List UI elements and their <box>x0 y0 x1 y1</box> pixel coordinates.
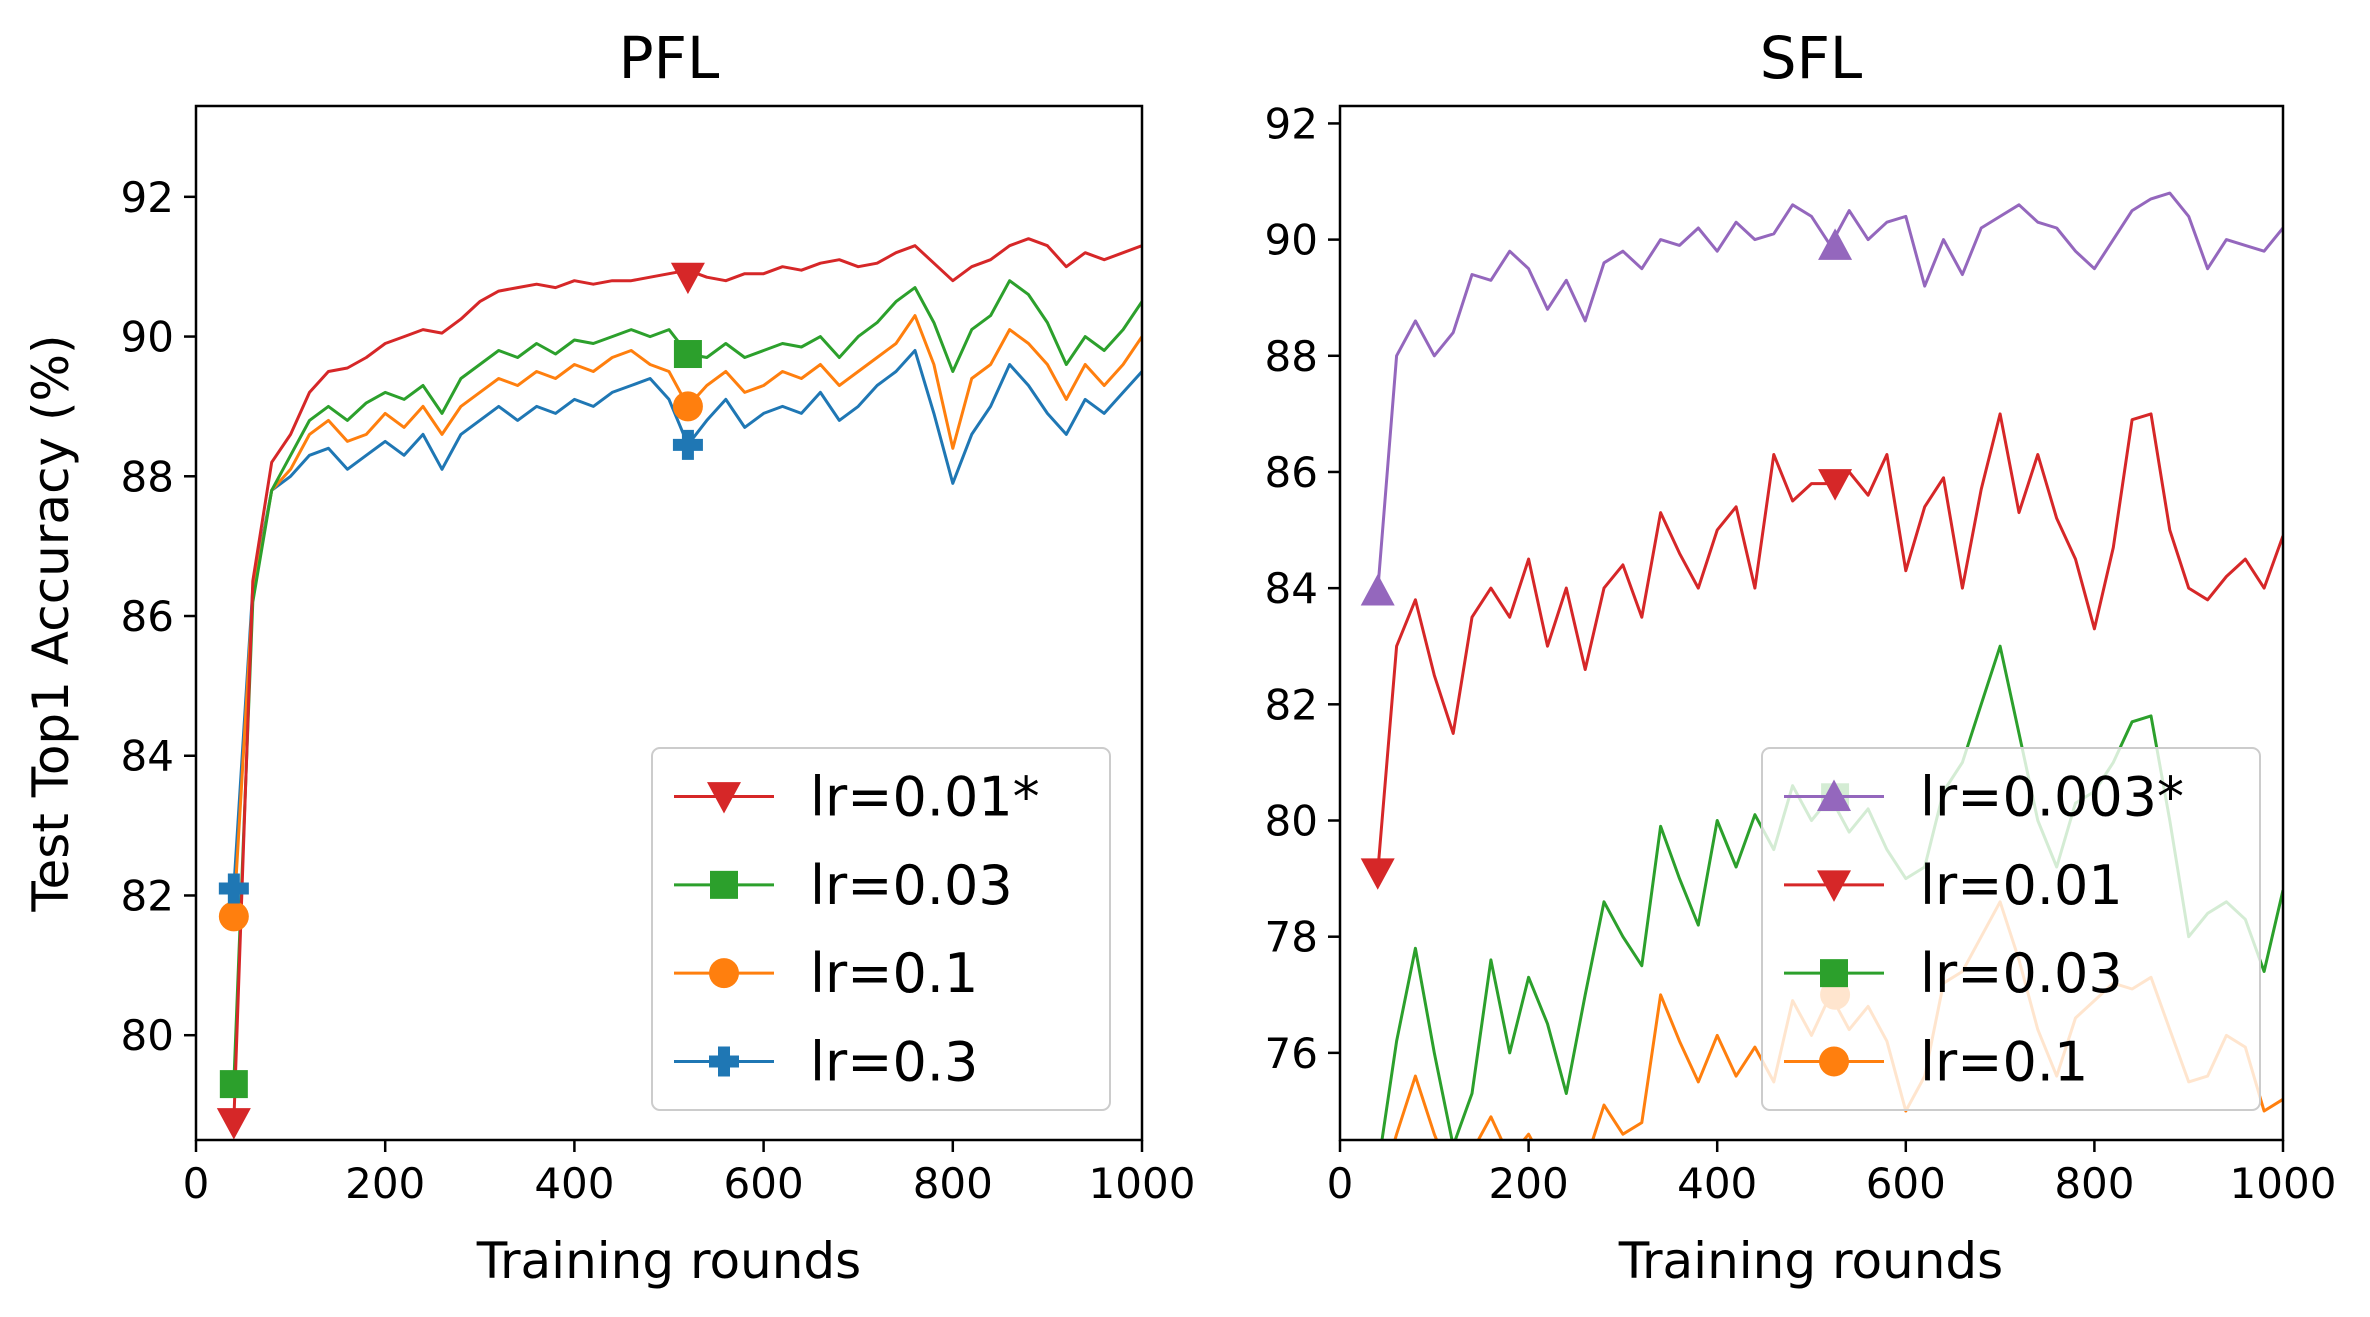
pfl-legend-label: lr=0.3 <box>810 1030 978 1093</box>
pfl-y-tick-label: 84 <box>121 732 174 781</box>
sfl-legend-label: lr=0.1 <box>1920 1030 2088 1093</box>
pfl-y-tick-label: 80 <box>121 1011 174 1060</box>
pfl-plot-area <box>216 237 1142 1140</box>
sfl-data-point <box>1818 228 1853 260</box>
pfl-legend-marker <box>707 782 741 814</box>
sfl-data-point <box>1360 574 1395 606</box>
pfl-legend-marker <box>710 870 738 899</box>
sfl-data-point <box>1360 858 1395 890</box>
sfl-x-axis-label: Training rounds <box>1618 1232 2003 1290</box>
pfl-legend-marker <box>709 958 739 989</box>
sfl-y-tick-label: 92 <box>1265 99 1318 148</box>
pfl-data-point <box>219 1070 248 1099</box>
pfl-y-tick-label: 82 <box>121 871 174 920</box>
pfl-legend-label: lr=0.1 <box>810 942 978 1005</box>
pfl-series-markers <box>216 262 705 1140</box>
pfl-y-axis-label: Test Top1 Accuracy (%) <box>22 334 80 912</box>
pfl-y-tick-label: 86 <box>121 592 174 641</box>
pfl-data-point <box>672 429 703 460</box>
sfl-x-tick-label: 800 <box>2054 1159 2134 1208</box>
sfl-x-tick-label: 0 <box>1327 1159 1354 1208</box>
pfl-y-tick-label: 90 <box>121 313 174 362</box>
sfl-x-tick-label: 200 <box>1489 1159 1569 1208</box>
pfl-y-tick-label: 92 <box>121 173 174 222</box>
pfl-x-ticks: 0 200 400 600 800 1000 <box>183 1140 1196 1208</box>
pfl-x-tick-label: 400 <box>534 1159 614 1208</box>
sfl-x-tick-label: 600 <box>1866 1159 1946 1208</box>
pfl-data-point <box>218 873 249 904</box>
pfl-chart-title: PFL <box>619 24 720 92</box>
pfl-legend-box <box>651 747 1111 1111</box>
pfl-x-tick-label: 0 <box>183 1159 210 1208</box>
sfl-y-tick-label: 84 <box>1265 564 1318 613</box>
pfl-x-tick-label: 800 <box>913 1159 993 1208</box>
sfl-x-ticks: 0 200 400 600 800 1000 <box>1327 1140 2337 1208</box>
sfl-y-tick-label: 78 <box>1265 913 1318 962</box>
pfl-data-point <box>216 1108 251 1140</box>
sfl-legend-label: lr=0.03 <box>1920 942 2123 1005</box>
sfl-y-tick-label: 80 <box>1265 797 1318 846</box>
pfl-y-ticks: 80 82 84 86 88 90 92 <box>121 173 196 1060</box>
pfl-axes-frame <box>194 104 1144 1142</box>
sfl-legend-marker <box>1817 779 1851 812</box>
sfl-legend-label: lr=0.01 <box>1920 854 2123 917</box>
sfl-legend-marker <box>1817 870 1851 902</box>
pfl-data-point <box>673 340 702 369</box>
sfl-legend: lr=0.003* lr=0.01 lr=0.03 lr=0.1 <box>1761 747 2261 1111</box>
pfl-legend-marker <box>709 1046 739 1077</box>
sfl-x-tick-label: 1000 <box>2230 1159 2337 1208</box>
sfl-axes-frame <box>1338 104 2285 1142</box>
sfl-legend-marker <box>1819 1046 1849 1077</box>
pfl-x-tick-label: 600 <box>724 1159 804 1208</box>
sfl-legend-label: lr=0.003* <box>1920 766 2184 829</box>
sfl-y-tick-label: 90 <box>1265 216 1318 265</box>
sfl-y-tick-label: 82 <box>1265 680 1318 729</box>
sfl-legend-box <box>1761 747 2261 1111</box>
sfl-chart: SFL 0 200 400 600 800 1000 76 78 80 82 84 86 88 90 92… <box>1265 24 2337 1290</box>
sfl-legend-marker <box>1820 959 1848 988</box>
pfl-chart: PFL 0 200 400 600 800 1000 80 82 84 86 88 90 92 Tra… <box>22 24 1195 1290</box>
pfl-y-tick-label: 88 <box>121 452 174 501</box>
sfl-y-ticks: 76 78 80 82 84 86 88 90 92 <box>1265 99 1340 1078</box>
sfl-y-tick-label: 88 <box>1265 332 1318 381</box>
sfl-chart-title: SFL <box>1760 24 1863 92</box>
pfl-legend-label: lr=0.01* <box>810 766 1040 829</box>
sfl-x-tick-label: 400 <box>1677 1159 1757 1208</box>
pfl-data-point <box>670 262 705 295</box>
pfl-x-axis-label: Training rounds <box>476 1232 861 1290</box>
sfl-data-point <box>1818 469 1853 501</box>
sfl-y-tick-label: 76 <box>1265 1029 1318 1078</box>
pfl-x-tick-label: 1000 <box>1089 1159 1196 1208</box>
pfl-data-point <box>218 901 249 932</box>
sfl-y-tick-label: 86 <box>1265 448 1318 497</box>
pfl-legend: lr=0.01* lr=0.03 lr=0.1 lr=0.3 <box>651 747 1111 1111</box>
pfl-legend-label: lr=0.03 <box>810 854 1013 917</box>
pfl-data-point <box>672 391 703 422</box>
pfl-x-tick-label: 200 <box>345 1159 425 1208</box>
